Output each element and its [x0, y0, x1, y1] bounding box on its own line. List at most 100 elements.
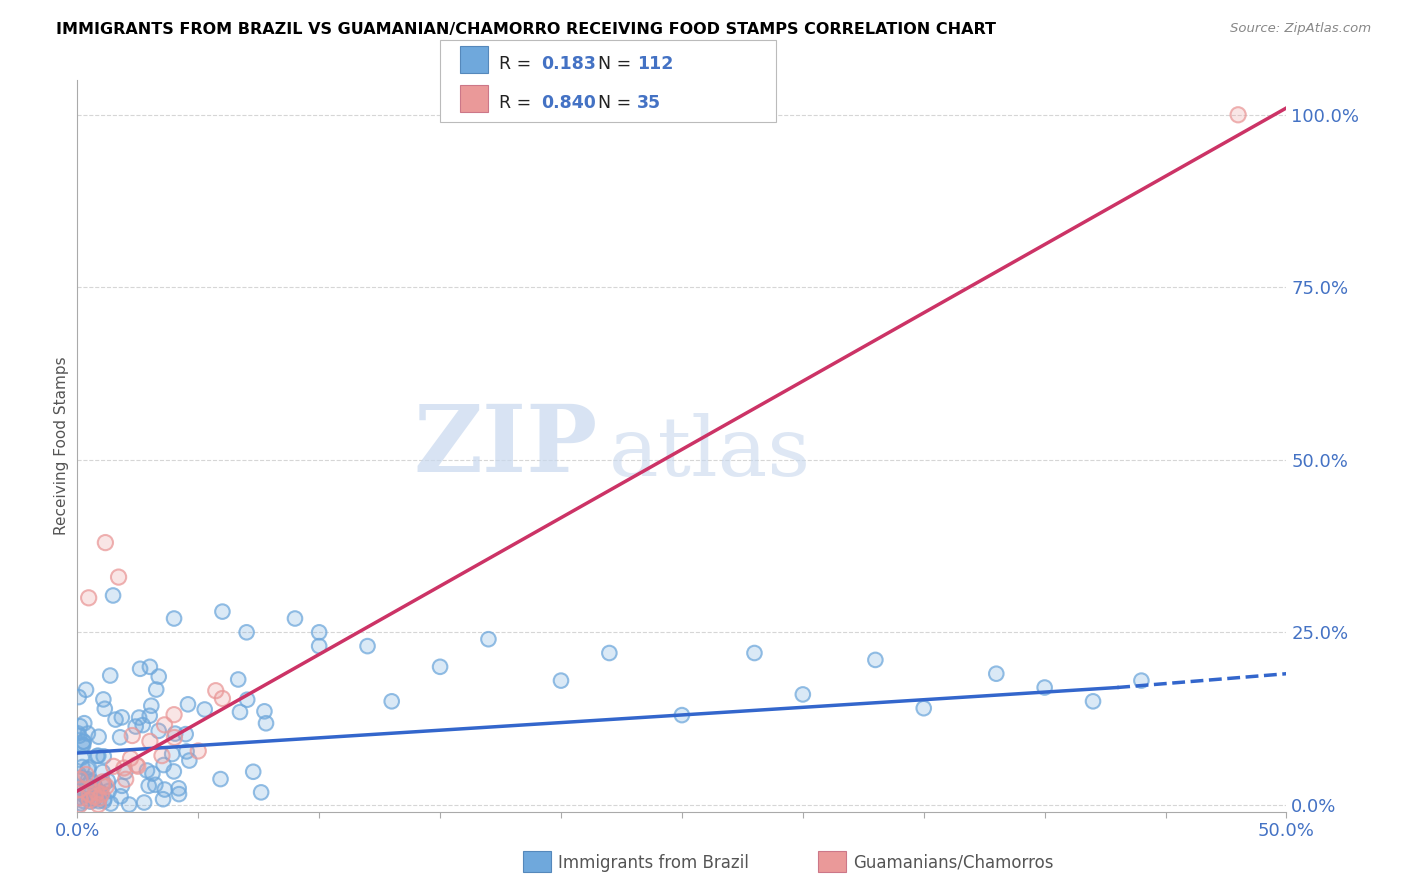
Point [70, 797, 93, 811]
Point [67, 690, 90, 704]
Point [69, 772, 91, 786]
Point [76, 726, 98, 740]
Point [67, 780, 90, 794]
Point [67, 690, 90, 704]
Point [69, 791, 91, 805]
Point [174, 727, 197, 741]
Point [125, 720, 148, 734]
Text: Immigrants from Brazil: Immigrants from Brazil [558, 854, 749, 871]
Point [986, 666, 1008, 681]
Point [152, 758, 174, 772]
Point [67, 729, 90, 743]
Point [125, 757, 148, 772]
Point [75, 767, 97, 781]
Point [163, 611, 186, 625]
Point [139, 734, 162, 748]
Point [76, 792, 98, 806]
Point [236, 692, 259, 706]
Point [134, 796, 156, 810]
Point [671, 708, 693, 723]
Point [114, 772, 136, 787]
Point [209, 772, 232, 786]
Point [121, 729, 143, 743]
Point [111, 710, 134, 724]
Point [598, 646, 620, 660]
Point [83, 789, 105, 804]
Point [72, 760, 94, 774]
Point [67, 767, 90, 781]
Point [163, 611, 186, 625]
Point [93, 749, 115, 764]
Point [174, 727, 197, 741]
Point [89, 791, 111, 805]
Point [1227, 108, 1250, 122]
Point [356, 639, 378, 653]
Point [67, 790, 90, 805]
Point [284, 611, 307, 625]
Point [77, 760, 100, 774]
Point [204, 683, 226, 698]
Point [110, 789, 132, 804]
Point [79, 793, 101, 807]
Point [141, 698, 163, 713]
Point [163, 731, 186, 745]
Point [73, 788, 96, 802]
Point [912, 701, 935, 715]
Point [139, 660, 162, 674]
Point [865, 653, 887, 667]
Text: 112: 112 [637, 55, 673, 73]
Point [236, 692, 259, 706]
Point [93, 791, 115, 805]
Point [69, 771, 91, 785]
Point [250, 785, 273, 799]
Y-axis label: Receiving Food Stamps: Receiving Food Stamps [53, 357, 69, 535]
Point [138, 779, 160, 793]
Point [429, 660, 451, 674]
Point [163, 764, 186, 779]
Point [211, 691, 233, 706]
Point [253, 704, 276, 718]
Point [89, 785, 111, 799]
Point [87, 797, 110, 812]
Point [128, 710, 150, 724]
Point [125, 757, 148, 772]
Point [129, 662, 152, 676]
Point [150, 748, 173, 763]
Point [1081, 694, 1104, 708]
Point [91, 779, 114, 793]
Point [108, 731, 131, 745]
Point [100, 797, 122, 811]
Point [77, 760, 100, 774]
Point [163, 764, 186, 779]
Text: 0.183: 0.183 [541, 55, 596, 73]
Point [90, 787, 112, 801]
Point [167, 787, 190, 801]
Point [163, 707, 186, 722]
Point [110, 789, 132, 804]
Point [671, 708, 693, 723]
Point [148, 669, 170, 683]
Point [67, 729, 90, 743]
Point [194, 702, 217, 716]
Point [136, 764, 159, 778]
Point [429, 660, 451, 674]
Point [138, 708, 160, 723]
Point [83, 776, 105, 790]
Point [66, 726, 89, 740]
Point [209, 772, 232, 786]
Point [250, 785, 273, 799]
Point [229, 705, 252, 719]
Point [104, 713, 127, 727]
Point [187, 744, 209, 758]
Point [77, 772, 100, 787]
Point [242, 764, 264, 779]
Point [139, 734, 162, 748]
Point [356, 639, 378, 653]
Point [101, 589, 124, 603]
Point [253, 704, 276, 718]
Point [125, 720, 148, 734]
Point [69, 719, 91, 733]
Point [75, 767, 97, 781]
Text: N =: N = [598, 95, 637, 112]
Point [477, 632, 499, 647]
